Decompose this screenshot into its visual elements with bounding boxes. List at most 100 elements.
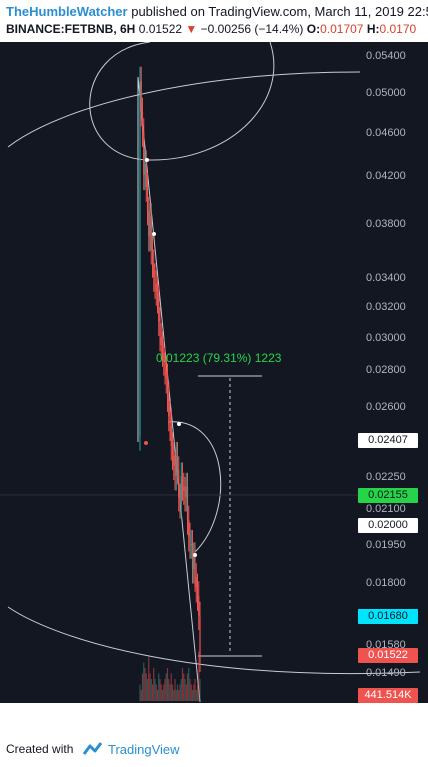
open-label: O: <box>306 22 321 36</box>
y-tick-label: 0.04200 <box>366 170 406 182</box>
volume-bar <box>155 684 157 701</box>
y-tick-label: 0.01800 <box>366 577 406 589</box>
footer: Created with TradingView <box>0 737 428 767</box>
volume-bar <box>184 679 186 701</box>
candle-body <box>150 217 152 250</box>
symbol-line: BINANCE:FETBNB, 6H 0.01522 ▼ −0.00256 (−… <box>6 22 416 36</box>
candle-body <box>159 321 161 337</box>
drawings-layer[interactable] <box>0 42 421 703</box>
candle-body <box>149 217 151 237</box>
volume-bar <box>179 684 181 701</box>
volume-bar <box>168 679 170 701</box>
price-badge: 441.514K <box>358 688 418 703</box>
candle-body <box>183 486 185 491</box>
candle-body <box>198 596 200 616</box>
candle-body <box>176 456 179 470</box>
spiral-arc-upper[interactable] <box>89 42 275 161</box>
volume-bar <box>199 679 201 701</box>
volume-bar <box>164 679 166 701</box>
y-tick-label: 0.03000 <box>366 332 406 344</box>
volume-bar <box>169 684 171 701</box>
candle-body <box>184 490 186 498</box>
volume-bar <box>160 684 162 701</box>
price-badge: 0.02000 <box>358 518 418 533</box>
candle-body <box>145 164 147 187</box>
volume-bar <box>195 690 197 701</box>
candle-body <box>175 456 177 476</box>
volume-bar <box>150 679 152 701</box>
candle-body <box>190 544 192 545</box>
volume-bar <box>161 690 164 701</box>
spiral-arc-middle[interactable] <box>167 421 222 553</box>
y-tick-label: 0.02100 <box>366 503 406 515</box>
candle-body <box>160 337 162 345</box>
y-tick-label: 0.02600 <box>366 401 406 413</box>
volume-bar <box>151 684 154 701</box>
price-axis[interactable]: 0.05400 0.05000 0.04600 0.04200 0.03800 0.034… <box>366 50 406 679</box>
y-tick-label: 0.02800 <box>366 364 406 376</box>
candle-body <box>164 361 166 369</box>
candle-body <box>153 263 155 277</box>
candle-body <box>171 446 174 456</box>
marker-dot <box>152 232 156 236</box>
price-badge: 0.01522 <box>358 648 418 663</box>
chart-header: TheHumbleWatcher published on TradingVie… <box>0 0 428 42</box>
candle-body <box>193 556 195 570</box>
tradingview-logo-icon[interactable] <box>82 740 106 758</box>
candle-body <box>169 416 171 426</box>
y-tick-label: 0.01490 <box>366 667 406 679</box>
created-with-text: Created with <box>6 742 74 756</box>
volume-bar <box>189 679 191 701</box>
volume-bar <box>193 684 195 701</box>
volume-bar <box>170 673 172 701</box>
candlestick-chart[interactable]: 0.01223 (79.31%) 1223 0.05400 0.05000 0.04… <box>0 42 428 703</box>
marker-dot <box>177 422 181 426</box>
volume-bar <box>159 679 161 701</box>
price-badge: 0.02155 <box>358 488 418 503</box>
volume-bar <box>158 673 160 701</box>
y-tick-label: 0.03400 <box>366 272 406 284</box>
symbol-label[interactable]: BINANCE:FETBNB, 6H <box>6 22 136 36</box>
candle-body <box>154 277 156 285</box>
candle-body <box>141 112 144 132</box>
volume-bar <box>171 684 174 701</box>
volume-bar <box>145 673 147 701</box>
candle-body <box>178 470 180 498</box>
volume-bar <box>188 668 190 701</box>
candle-body <box>179 497 181 504</box>
candle-body <box>158 298 160 322</box>
y-tick-label: 0.04600 <box>366 127 406 139</box>
candle-body <box>191 544 194 570</box>
candle-body <box>139 80 141 437</box>
y-tick-label: 0.03800 <box>366 218 406 230</box>
volume-bar <box>196 684 199 701</box>
candle-body <box>148 211 150 237</box>
candle-body <box>189 536 191 544</box>
down-arrow-icon: ▼ <box>185 22 198 36</box>
y-tick-label: 0.05400 <box>366 50 406 62</box>
chart-area[interactable]: 0.01223 (79.31%) 1223 0.05400 0.05000 0.04… <box>0 42 428 703</box>
volume-bar <box>148 657 150 701</box>
price-change: −0.00256 (−14.4%) <box>200 22 304 36</box>
candle-body <box>173 456 175 466</box>
volume-bar <box>175 690 177 701</box>
spiral-arc-large[interactable] <box>7 606 421 675</box>
candle-body <box>194 556 196 577</box>
brand-name[interactable]: TradingView <box>108 742 180 757</box>
volume-bar <box>149 673 151 701</box>
spiral-arc-outer[interactable] <box>7 71 361 148</box>
volume-bar <box>146 679 149 701</box>
price-candles <box>139 66 201 672</box>
candle-body <box>140 80 142 112</box>
volume-bar <box>153 668 155 701</box>
candle-body <box>155 284 157 292</box>
candle-body <box>195 576 197 588</box>
y-tick-label: 0.02250 <box>366 471 406 483</box>
candle-body <box>174 466 176 476</box>
volume-bar <box>156 690 159 701</box>
marker-dot <box>144 441 148 445</box>
candle-body <box>188 520 190 537</box>
volume-bar <box>194 679 196 701</box>
author-name[interactable]: TheHumbleWatcher <box>6 4 128 19</box>
published-text: published on TradingView.com, March 11, … <box>131 4 428 19</box>
